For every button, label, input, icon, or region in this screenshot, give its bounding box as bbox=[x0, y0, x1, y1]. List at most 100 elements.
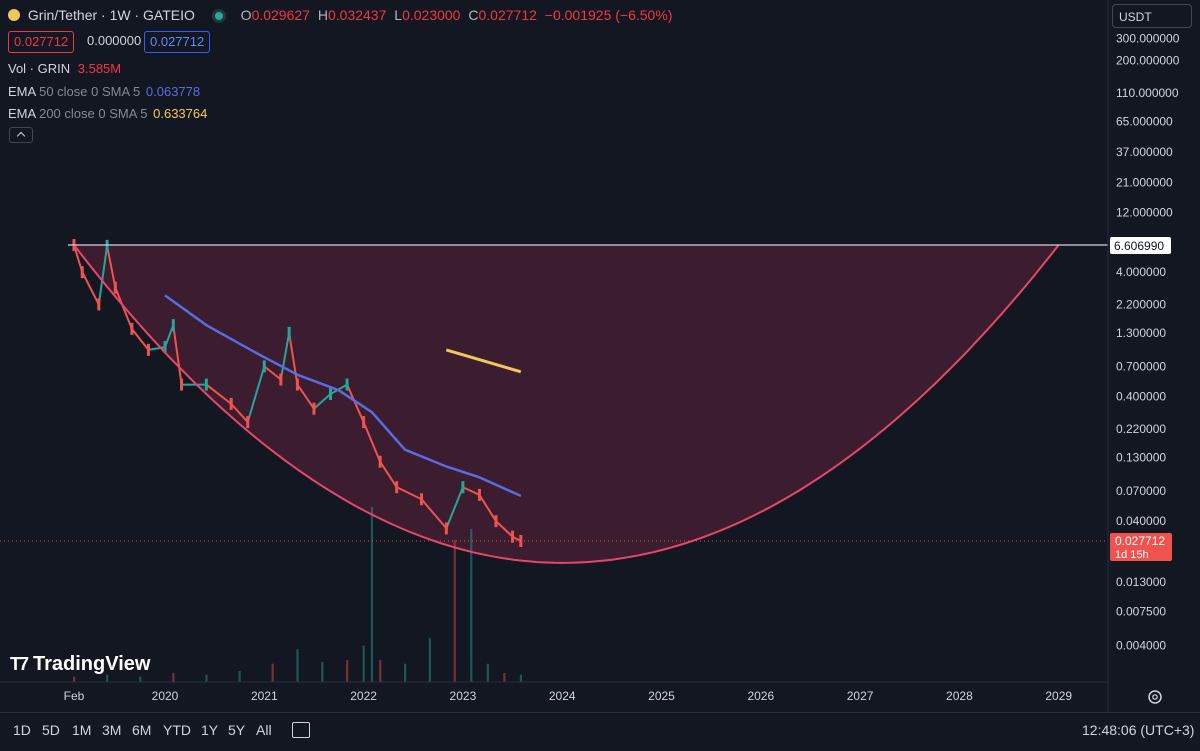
time-tick-label: 2022 bbox=[350, 689, 377, 703]
price-tick-label: 21.000000 bbox=[1116, 175, 1173, 189]
price-candle bbox=[279, 373, 283, 386]
ema200-legend[interactable]: EMA 200 close 0 SMA 5 0.633764 bbox=[8, 106, 207, 121]
level-price-tag: 6.606990 bbox=[1110, 237, 1171, 254]
price-tick-label: 65.000000 bbox=[1116, 114, 1173, 128]
price-tick-label: 37.000000 bbox=[1116, 145, 1173, 159]
volume-legend[interactable]: Vol · GRIN 3.585M bbox=[8, 61, 121, 76]
ema200-params: 200 close 0 SMA 5 bbox=[39, 106, 148, 121]
price-segment bbox=[148, 346, 166, 351]
symbol-header: Grin/Tether · 1W · GATEIO O0.029627 H0.0… bbox=[8, 7, 672, 23]
high-label: H bbox=[317, 7, 328, 23]
collapse-legend-button[interactable] bbox=[9, 127, 33, 143]
time-tick-label: 2021 bbox=[251, 689, 278, 703]
range-button-6m[interactable]: 6M bbox=[132, 722, 152, 738]
sell-price-box[interactable]: 0.027712 bbox=[8, 31, 75, 53]
settings-gear-icon[interactable] bbox=[1148, 690, 1162, 704]
price-tick-label: 0.220000 bbox=[1116, 422, 1166, 436]
volume-bar bbox=[296, 649, 299, 682]
price-candle bbox=[97, 298, 101, 311]
last-price-tag: 0.027712 1d 15h bbox=[1110, 533, 1172, 561]
volume-bars bbox=[72, 507, 523, 682]
ema50-label: EMA bbox=[8, 84, 36, 99]
price-segment bbox=[205, 383, 232, 405]
volume-bar bbox=[519, 674, 523, 682]
symbol-title[interactable]: Grin/Tether · 1W · GATEIO bbox=[27, 7, 195, 23]
buy-price-box[interactable]: 0.027712 bbox=[144, 31, 211, 53]
volume-label: Vol · GRIN bbox=[8, 61, 71, 76]
volume-bar bbox=[139, 676, 142, 682]
price-candle bbox=[329, 388, 332, 401]
price-tick-label: 0.400000 bbox=[1116, 390, 1166, 404]
grin-logo-icon bbox=[8, 9, 20, 21]
range-button-5y[interactable]: 5Y bbox=[228, 722, 246, 738]
price-segment bbox=[478, 494, 497, 522]
currency-value: USDT bbox=[1119, 10, 1152, 24]
cup-fill-area bbox=[74, 245, 1059, 563]
change-value: −0.001925 (−6.50%) bbox=[544, 7, 673, 23]
price-tick-label: 0.130000 bbox=[1116, 450, 1166, 464]
range-button-1m[interactable]: 1M bbox=[72, 722, 92, 738]
time-tick-label: 2026 bbox=[747, 689, 774, 703]
volume-bar bbox=[453, 539, 456, 682]
price-tick-label: 1.300000 bbox=[1116, 326, 1166, 340]
price-segment bbox=[346, 384, 365, 423]
range-button-1y[interactable]: 1Y bbox=[201, 722, 219, 738]
brand-name: TradingView bbox=[33, 653, 151, 675]
price-candle bbox=[105, 239, 109, 252]
price-candle bbox=[113, 281, 117, 294]
price-candle bbox=[80, 266, 84, 279]
price-candle bbox=[246, 416, 250, 429]
time-tick-label: Feb bbox=[64, 689, 85, 703]
ema50-params: 50 close 0 SMA 5 bbox=[39, 84, 141, 99]
price-candle bbox=[163, 341, 167, 354]
range-button-5d[interactable]: 5D bbox=[42, 722, 60, 738]
price-segment bbox=[263, 365, 282, 381]
price-candle bbox=[312, 402, 316, 415]
ema50-line bbox=[164, 294, 522, 498]
price-segment bbox=[97, 245, 109, 305]
price-tick-label: 0.040000 bbox=[1116, 514, 1166, 528]
open-label: O bbox=[240, 7, 252, 23]
range-button-3m[interactable]: 3M bbox=[102, 722, 122, 738]
price-chart[interactable]: 300.000000 200.000000 110.000000 65.000000 3… bbox=[0, 0, 1200, 712]
chevron-up-icon bbox=[16, 131, 26, 141]
time-tick-label: 2023 bbox=[450, 689, 477, 703]
price-candle bbox=[180, 378, 184, 391]
price-segment bbox=[246, 366, 266, 423]
cup-curve bbox=[73, 244, 1060, 564]
ema200-label: EMA bbox=[8, 106, 36, 121]
volume-bar bbox=[370, 507, 374, 682]
price-axis[interactable]: 300.000000 200.000000 110.000000 65.000000 3… bbox=[1116, 32, 1180, 653]
price-segment bbox=[313, 393, 332, 410]
price-segment bbox=[396, 486, 422, 501]
tradingview-logo-icon: T7 bbox=[10, 654, 29, 674]
price-candle bbox=[511, 530, 515, 543]
ema50-legend[interactable]: EMA 50 close 0 SMA 5 0.063778 bbox=[8, 84, 200, 99]
price-tick-label: 4.000000 bbox=[1116, 265, 1166, 279]
range-button-all[interactable]: All bbox=[256, 722, 272, 738]
high-value: 0.032437 bbox=[327, 7, 387, 23]
price-candle bbox=[262, 360, 266, 373]
range-button-1d[interactable]: 1D bbox=[13, 722, 31, 738]
time-tick-label: 2025 bbox=[648, 689, 675, 703]
date-range-calendar-icon[interactable] bbox=[292, 722, 310, 738]
price-tick-label: 0.004000 bbox=[1116, 639, 1166, 653]
clock-display[interactable]: 12:48:06 (UTC+3) bbox=[1082, 722, 1195, 738]
last-price-label: 0.027712 bbox=[1115, 534, 1165, 548]
currency-select[interactable]: USDT bbox=[1112, 4, 1192, 28]
price-segment bbox=[379, 461, 398, 488]
price-tick-label: 200.000000 bbox=[1116, 54, 1180, 68]
price-segment bbox=[495, 520, 514, 538]
price-segment bbox=[114, 287, 133, 330]
price-candle bbox=[345, 378, 349, 391]
price-candle bbox=[171, 319, 175, 332]
time-tick-label: 2020 bbox=[152, 689, 179, 703]
volume-bar bbox=[106, 674, 109, 682]
price-tick-label: 0.700000 bbox=[1116, 359, 1166, 373]
price-segment bbox=[296, 384, 315, 410]
price-candle bbox=[287, 326, 291, 339]
range-button-ytd[interactable]: YTD bbox=[163, 722, 191, 738]
countdown-label: 1d 15h bbox=[1115, 549, 1149, 561]
time-axis[interactable]: Feb 2020 2021 2022 2023 2024 2025 2026 2027 2028 2… bbox=[64, 689, 1073, 703]
time-tick-label: 2029 bbox=[1045, 689, 1072, 703]
